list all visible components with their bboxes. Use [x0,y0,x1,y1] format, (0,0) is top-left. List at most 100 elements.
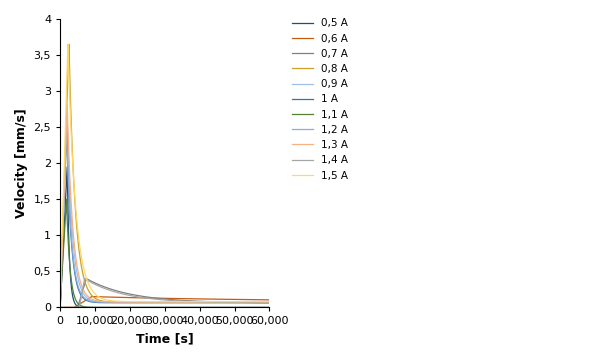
1,3 A [56,302,64,306]
0,5 A [264,305,271,310]
X-axis label: Time [s]: Time [s] [136,332,194,345]
Line: 1,2 A: 1,2 A [60,123,270,304]
1,2 A [150,300,157,305]
0,5 A [64,165,71,169]
Line: 1,5 A: 1,5 A [60,44,270,302]
1,5 A [108,298,115,303]
1 A [150,301,157,305]
0,9 A [135,300,143,305]
1 A [108,301,115,305]
1 A [266,301,273,305]
Y-axis label: Velocity [mm/s]: Velocity [mm/s] [15,108,28,218]
1,3 A [106,300,113,304]
1,4 A [106,288,113,292]
0,7 A [108,287,115,291]
1,3 A [105,300,112,304]
0,6 A [108,295,115,299]
0,7 A [106,287,113,291]
1,3 A [264,300,271,304]
0,5 A [135,305,143,310]
0,7 A [56,305,64,310]
1,2 A [56,302,64,306]
1,3 A [64,103,71,108]
0,8 A [266,300,273,305]
1,5 A [64,42,71,46]
1,4 A [135,295,143,299]
0,8 A [264,300,271,305]
1,4 A [105,288,112,292]
1,2 A [108,300,115,305]
0,5 A [108,305,115,310]
0,9 A [266,300,273,305]
1,1 A [150,305,157,310]
Line: 0,5 A: 0,5 A [60,167,270,307]
0,6 A [135,296,143,300]
1,2 A [266,300,273,305]
0,9 A [64,118,71,122]
0,7 A [83,276,90,281]
1,4 A [81,276,88,281]
1,2 A [106,300,113,305]
1,5 A [105,298,112,302]
1,1 A [264,305,271,310]
0,6 A [264,298,271,302]
1 A [135,301,143,305]
0,9 A [106,300,113,305]
1,1 A [266,305,273,310]
0,9 A [108,300,115,305]
Line: 1,1 A: 1,1 A [60,199,270,307]
0,7 A [150,296,157,300]
1,3 A [108,300,115,304]
Line: 0,6 A: 0,6 A [60,297,270,307]
1,1 A [135,305,143,310]
1,3 A [135,300,143,304]
0,6 A [88,294,95,299]
Line: 0,8 A: 0,8 A [60,44,270,302]
1,2 A [63,121,70,126]
1,2 A [105,300,112,305]
1,1 A [56,302,64,306]
1,2 A [135,300,143,305]
0,5 A [266,305,273,310]
Legend: 0,5 A, 0,6 A, 0,7 A, 0,8 A, 0,9 A, 1 A, 1,1 A, 1,2 A, 1,3 A, 1,4 A, 1,5 A: 0,5 A, 0,6 A, 0,7 A, 0,8 A, 0,9 A, 1 A, … [292,18,348,180]
0,8 A [65,42,72,46]
0,9 A [264,300,271,305]
1,5 A [150,300,157,304]
0,8 A [106,300,113,304]
0,6 A [105,295,112,299]
Line: 1,3 A: 1,3 A [60,105,270,304]
0,5 A [150,305,157,310]
1,4 A [266,301,273,305]
1,4 A [264,301,271,305]
0,7 A [135,294,143,298]
0,5 A [56,305,64,310]
1,5 A [266,300,273,304]
1,3 A [266,300,273,304]
Line: 1 A: 1 A [60,127,270,304]
0,6 A [150,296,157,300]
1,5 A [56,298,64,302]
1,1 A [108,305,115,310]
1,4 A [56,305,64,310]
0,9 A [56,302,64,306]
0,8 A [135,300,143,305]
1,1 A [105,305,112,310]
0,6 A [266,298,273,302]
1,1 A [63,197,70,202]
1,5 A [264,300,271,304]
1,4 A [150,297,157,301]
0,8 A [150,300,157,305]
1,2 A [264,300,271,305]
1 A [105,301,112,305]
Line: 1,4 A: 1,4 A [60,279,270,307]
0,8 A [105,300,112,304]
0,5 A [106,305,113,310]
0,9 A [105,300,112,305]
0,7 A [266,301,273,305]
0,6 A [56,305,64,310]
0,7 A [264,301,271,305]
Line: 0,9 A: 0,9 A [60,120,270,304]
1 A [264,301,271,305]
0,9 A [150,300,157,305]
Line: 0,7 A: 0,7 A [60,279,270,307]
